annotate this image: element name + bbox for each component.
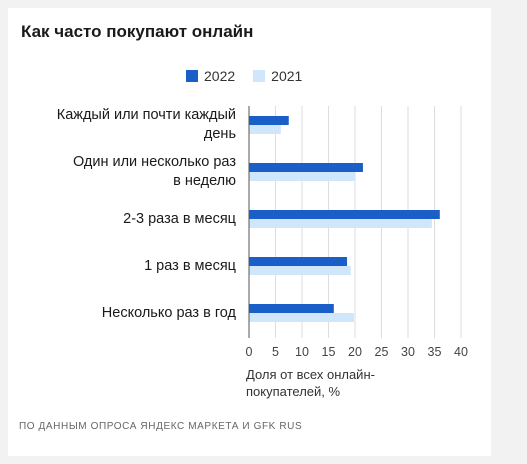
legend-item-2022: 2022 xyxy=(186,68,235,84)
legend-swatch-2021 xyxy=(253,70,266,82)
bar-2021-4 xyxy=(249,313,354,322)
category-label-line: Один или несколько раз xyxy=(72,154,236,170)
bar-2021-3 xyxy=(249,266,351,275)
x-tick-label: 20 xyxy=(348,345,362,359)
category-label-line: Каждый или почти каждый xyxy=(56,107,236,123)
legend-label-2021: 2021 xyxy=(271,68,303,84)
bar-2021-2 xyxy=(249,219,432,228)
category-label: Каждый или почти каждый день xyxy=(6,106,236,144)
x-axis-label: Доля от всех онлайн-покупателей, % xyxy=(246,367,375,399)
bar-2022-0 xyxy=(249,116,289,125)
x-tick-label: 0 xyxy=(246,345,253,359)
legend: 2022 2021 xyxy=(186,68,320,84)
bar-2021-1 xyxy=(249,172,355,181)
bar-2022-4 xyxy=(249,304,334,313)
category-label-line: в неделю xyxy=(173,173,236,189)
category-label-line: 1 раз в месяц xyxy=(144,257,236,274)
category-label-line: Несколько раз в год xyxy=(101,304,236,321)
category-label-line: 2-3 раза в месяц xyxy=(123,210,236,227)
category-label: 1 раз в месяц xyxy=(6,257,236,276)
bar-2021-0 xyxy=(249,125,281,134)
category-label: Один или несколько раз в неделю xyxy=(6,153,236,191)
legend-item-2021: 2021 xyxy=(253,68,302,84)
bar-2022-3 xyxy=(249,257,348,266)
category-label: 2-3 раза в месяц xyxy=(6,210,236,229)
x-tick-label: 30 xyxy=(401,345,415,359)
chart-title: Как часто покупают онлайн xyxy=(21,22,254,41)
x-tick-label: 35 xyxy=(428,345,442,359)
category-label-line: день xyxy=(203,126,236,142)
chart-card: Как часто покупают онлайн 2022 2021 Кажд… xyxy=(8,8,491,456)
x-tick-label: 40 xyxy=(454,345,468,359)
x-tick-label: 25 xyxy=(375,345,389,359)
bar-2022-2 xyxy=(249,210,440,219)
legend-label-2022: 2022 xyxy=(204,68,236,84)
legend-swatch-2022 xyxy=(186,70,198,82)
bar-2022-1 xyxy=(249,163,363,172)
x-tick-label: 5 xyxy=(272,345,279,359)
x-tick-label: 15 xyxy=(322,345,336,359)
x-tick-label: 10 xyxy=(295,345,309,359)
bar-chart-plot: 0 5 10 15 20 25 30 35 40 xyxy=(246,106,468,359)
category-label: Несколько раз в год xyxy=(6,304,236,323)
source-note: ПО ДАННЫМ ОПРОСА ЯНДЕКС МАРКЕТА И GFK RU… xyxy=(19,421,303,432)
